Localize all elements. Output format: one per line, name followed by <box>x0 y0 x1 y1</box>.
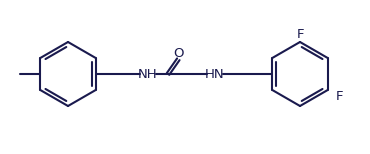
Text: F: F <box>297 28 305 41</box>
Text: F: F <box>336 89 343 103</box>
Text: HN: HN <box>205 67 225 81</box>
Text: NH: NH <box>138 67 158 81</box>
Text: O: O <box>173 47 184 60</box>
